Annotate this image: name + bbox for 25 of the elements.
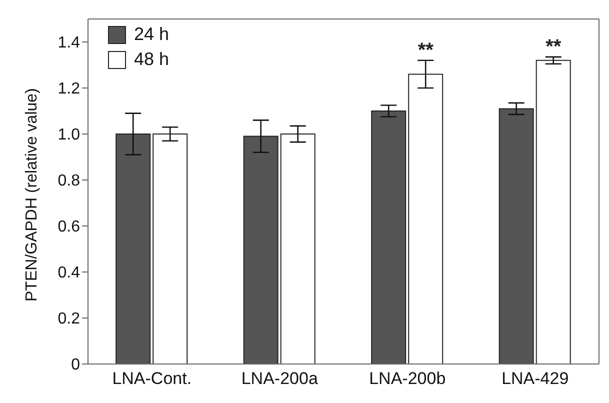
x-tick-label: LNA-200b xyxy=(369,369,446,388)
bar xyxy=(280,134,316,364)
y-tick-label: 1.4 xyxy=(58,34,80,52)
x-tick-label: LNA-Cont. xyxy=(112,369,192,388)
bar xyxy=(408,74,444,364)
x-tick-label: LNA-200a xyxy=(241,369,318,388)
bar xyxy=(116,134,151,364)
y-axis-title: PTEN/GAPDH (relative value) xyxy=(24,88,41,302)
y-tick-label: 0.8 xyxy=(58,172,80,190)
y-tick-label: 0.2 xyxy=(58,310,80,328)
y-tick-label: 0.6 xyxy=(58,218,80,236)
y-tick-label: 1.0 xyxy=(58,126,80,144)
bar xyxy=(243,136,278,364)
bar xyxy=(152,134,188,364)
annotation: ** xyxy=(418,39,434,62)
x-tick-label: LNA-429 xyxy=(502,369,569,388)
annotation: ** xyxy=(546,36,562,58)
legend-label: 48 h xyxy=(134,49,170,70)
y-tick-label: 0 xyxy=(71,356,80,374)
legend-label: 24 h xyxy=(134,24,170,45)
bar xyxy=(536,60,571,364)
y-tick-label: 0.4 xyxy=(58,264,80,282)
bar xyxy=(498,108,534,364)
bar xyxy=(371,110,406,364)
y-tick-label: 1.2 xyxy=(58,80,80,98)
